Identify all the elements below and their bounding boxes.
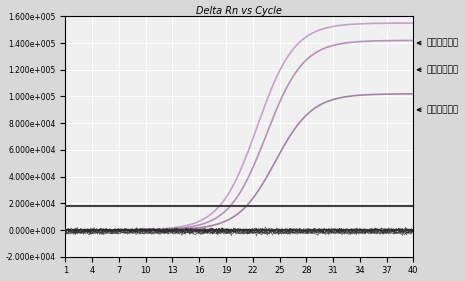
Text: 鹦鹄热衣原体: 鹦鹄热衣原体 [418,105,459,114]
Text: 家畜啤衣原体: 家畜啤衣原体 [418,38,459,47]
Text: 流产啤衣原体: 流产啤衣原体 [418,65,459,74]
Title: Delta Rn vs Cycle: Delta Rn vs Cycle [196,6,282,15]
